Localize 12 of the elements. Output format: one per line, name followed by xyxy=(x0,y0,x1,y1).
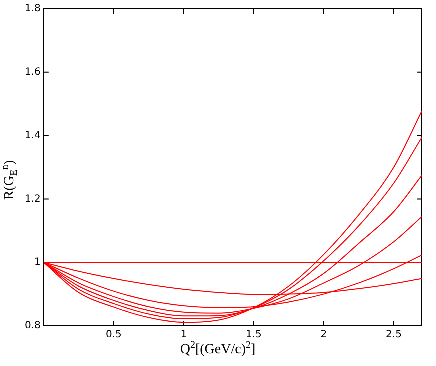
y-tick-label: 1.2 xyxy=(24,194,41,205)
x-axis-title: Q$^{2}$[(GeV/c)$^{2}$] xyxy=(179,340,257,359)
y-tick-label: 0.8 xyxy=(24,320,41,332)
x-tick-label: 2.5 xyxy=(386,330,402,341)
y-tick-label: 1.8 xyxy=(24,4,41,15)
y-tick-label: 1.4 xyxy=(24,130,41,142)
x-tick-label: 2 xyxy=(320,330,328,341)
x-tick-label: 1 xyxy=(180,330,188,341)
x-tick-label: 1.5 xyxy=(246,330,262,341)
y-tick-label: 1 xyxy=(34,257,41,268)
x-tick-label: 0.5 xyxy=(106,330,122,341)
y-tick-label: 1.6 xyxy=(24,66,41,78)
